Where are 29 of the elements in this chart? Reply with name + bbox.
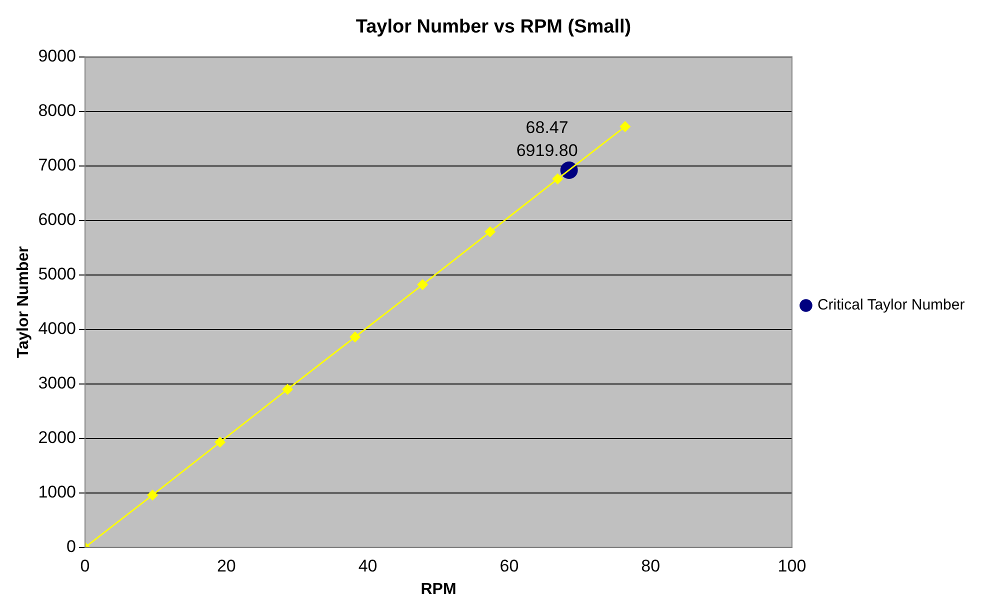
x-tick-label: 100 bbox=[778, 556, 806, 576]
x-tick-label: 60 bbox=[500, 556, 519, 576]
point bbox=[484, 226, 496, 238]
point bbox=[350, 332, 360, 342]
y-tick-label: 5000 bbox=[38, 264, 76, 284]
y-tick-label: 1000 bbox=[38, 482, 76, 502]
y-tick-label: 2000 bbox=[38, 428, 76, 448]
point bbox=[417, 279, 428, 290]
point bbox=[552, 174, 563, 184]
y-tick-label: 3000 bbox=[38, 374, 76, 393]
y-tick-label: 6000 bbox=[38, 210, 76, 230]
x-tick-label: 80 bbox=[641, 556, 660, 576]
x-tick-label: 40 bbox=[358, 556, 378, 576]
x-tick-label: 20 bbox=[216, 556, 236, 576]
chart-title: Taylor Number vs RPM (Small) bbox=[356, 16, 632, 38]
data-label: 68.47 6919.80 bbox=[516, 118, 578, 160]
point bbox=[620, 121, 630, 132]
y-tick-label: 0 bbox=[66, 537, 76, 556]
y-tick-label: 8000 bbox=[38, 101, 76, 120]
point bbox=[214, 436, 226, 448]
y-tick-label: 9000 bbox=[38, 46, 76, 66]
legend-label: Critical Taylor Number bbox=[817, 296, 965, 314]
y-axis-title: Taylor Number bbox=[15, 246, 32, 358]
point bbox=[282, 384, 293, 395]
y-tick-label: 7000 bbox=[38, 156, 76, 175]
x-tick-label: 0 bbox=[80, 556, 90, 576]
point bbox=[147, 490, 158, 500]
y-tick-label: 4000 bbox=[38, 319, 76, 338]
x-axis-title: RPM bbox=[420, 580, 456, 598]
